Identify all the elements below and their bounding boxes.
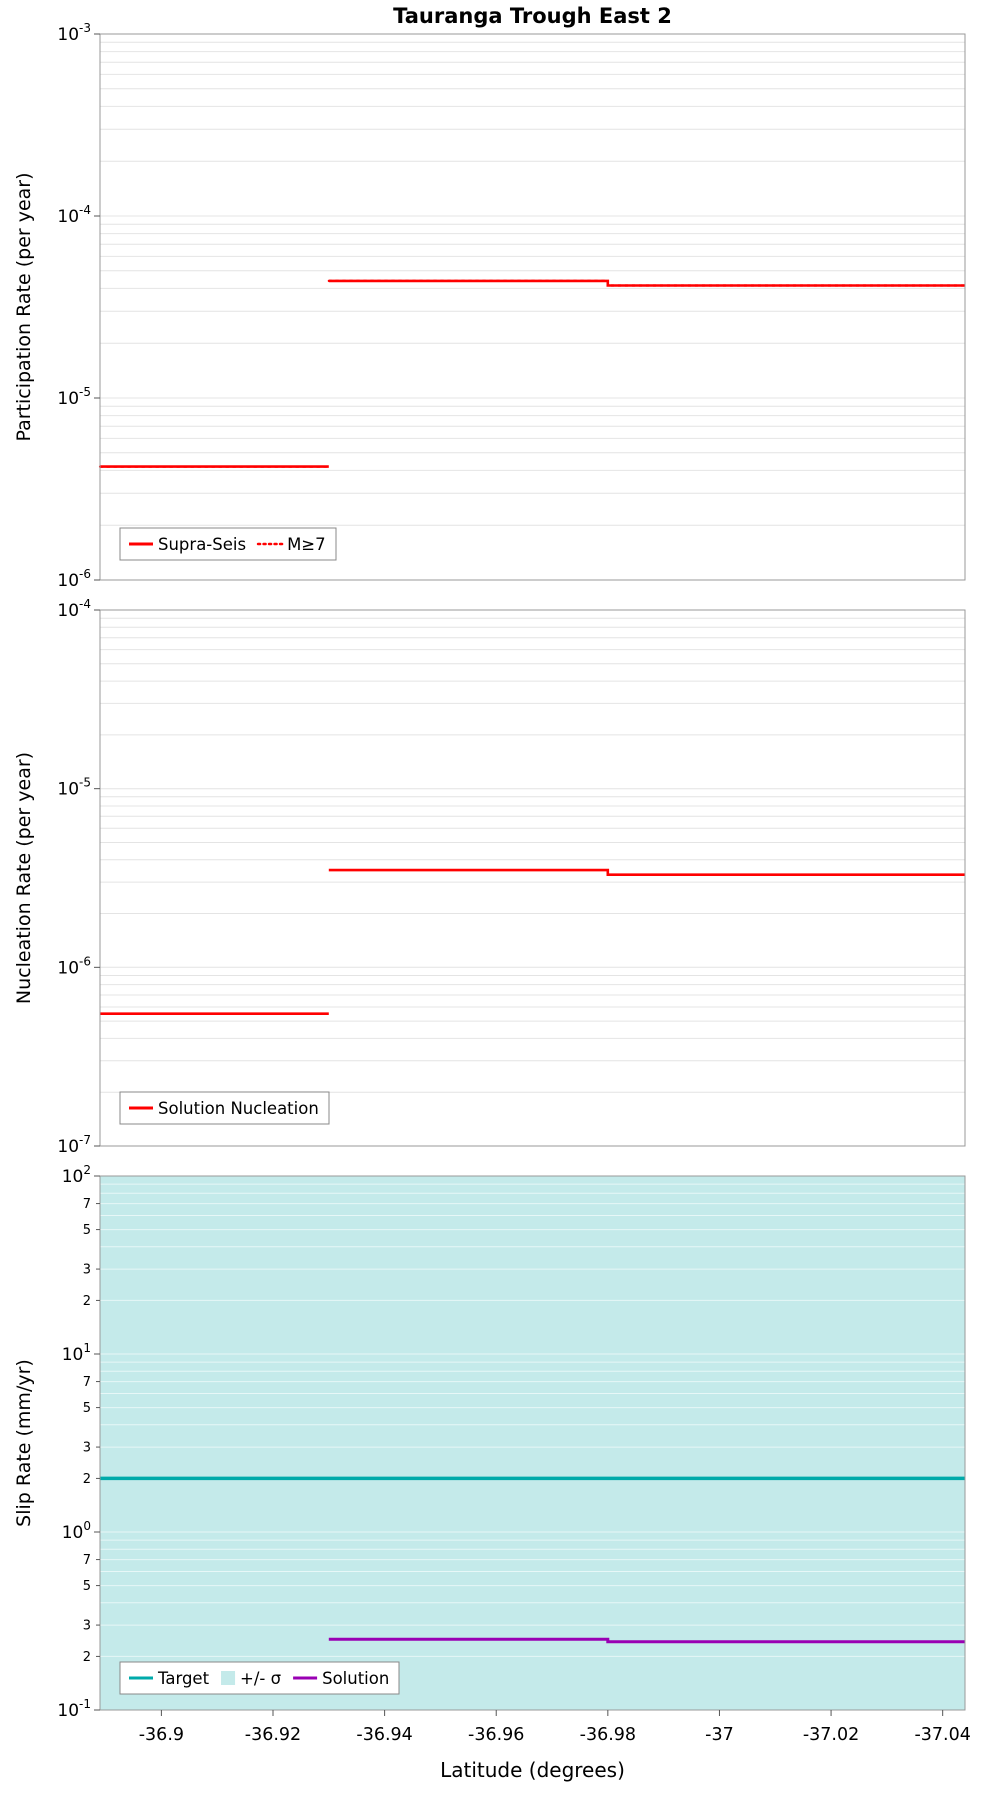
legend-label: Solution Nucleation: [158, 1099, 319, 1118]
plot-border: [99, 609, 966, 1147]
y-tick-label: 10-5: [57, 776, 91, 800]
x-tick-label: -36.92: [245, 1725, 301, 1745]
legend-label: +/- σ: [240, 1669, 281, 1688]
series-solution: [328, 1637, 965, 1644]
y-tick-label: 102: [62, 1163, 91, 1187]
series-solution-nucleation: [328, 868, 965, 877]
legend: Target +/- σ Solution: [119, 1661, 400, 1695]
legend-label: Target: [157, 1669, 210, 1688]
y-minor-tick-label: 3: [83, 1619, 91, 1634]
y-tick-label: 10-6: [57, 567, 91, 591]
y-tick-label: 100: [62, 1519, 91, 1543]
plot-border: [99, 1175, 966, 1711]
x-tick-label: -36.94: [356, 1725, 412, 1745]
y-tick-label: 10-1: [57, 1697, 91, 1721]
y-minor-tick-label: 3: [83, 1263, 91, 1278]
y-minor-tick-label: 7: [83, 1375, 91, 1390]
legend-box: [119, 1661, 400, 1695]
y-minor-tick-label: 3: [83, 1441, 91, 1456]
y-minor-tick-label: 7: [83, 1197, 91, 1212]
y-tick-label: 10-4: [57, 203, 91, 227]
y-minor-tick-label: 2: [83, 1294, 91, 1309]
y-minor-tick-label: 5: [83, 1579, 91, 1594]
x-axis-label: Latitude (degrees): [440, 1758, 625, 1782]
legend-box: [119, 527, 337, 561]
y-tick-label: 10-3: [57, 21, 91, 45]
legend: Supra-Seis M≥7: [119, 527, 337, 561]
legend-label: Solution: [322, 1669, 389, 1688]
y-tick-label: 101: [62, 1341, 91, 1365]
y-tick-label: 10-4: [57, 597, 91, 621]
x-tick-label: -37.04: [914, 1725, 970, 1745]
legend-label: Supra-Seis: [158, 535, 246, 554]
y-minor-tick-label: 2: [83, 1650, 91, 1665]
x-tick-label: -37.02: [803, 1725, 859, 1745]
legend-label: M≥7: [287, 535, 326, 554]
sigma-band: [100, 1176, 965, 1710]
x-tick-label: -37: [705, 1725, 734, 1745]
y-minor-tick-label: 5: [83, 1401, 91, 1416]
plot-border: [99, 33, 966, 581]
legend: Solution Nucleation: [119, 1091, 330, 1125]
y-tick-label: 10-5: [57, 385, 91, 409]
y-minor-tick-label: 5: [83, 1223, 91, 1238]
x-tick-label: -36.96: [468, 1725, 524, 1745]
y-minor-tick-label: 2: [83, 1472, 91, 1487]
legend-swatch-patch: [221, 1671, 236, 1685]
x-tick-label: -36.9: [139, 1725, 184, 1745]
chart-title: Tauranga Trough East 2: [393, 4, 672, 28]
series-m-7: [327, 279, 967, 287]
y-tick-label: 10-6: [57, 954, 91, 978]
y-minor-tick-label: 7: [83, 1553, 91, 1568]
y-tick-label: 10-7: [57, 1133, 91, 1157]
x-tick-label: -36.98: [580, 1725, 636, 1745]
legend-box: [119, 1091, 330, 1125]
